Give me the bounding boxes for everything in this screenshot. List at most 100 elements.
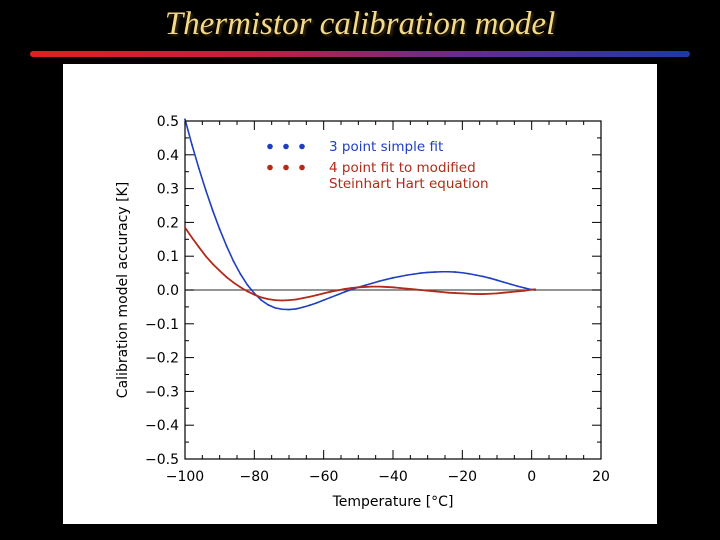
series-2-point bbox=[239, 286, 242, 289]
x-tick-label: −60 bbox=[309, 469, 339, 485]
series-2-point bbox=[433, 290, 436, 293]
y-tick-label: −0.2 bbox=[145, 351, 179, 367]
y-tick-label: 0.5 bbox=[157, 114, 179, 130]
series-2-point bbox=[530, 288, 533, 291]
legend-marker-dot bbox=[267, 143, 273, 150]
series-1-point bbox=[475, 274, 478, 277]
series-1-point bbox=[336, 293, 339, 296]
series-2-point bbox=[468, 292, 471, 295]
series-2-point bbox=[336, 289, 339, 292]
legend-marker-dot bbox=[267, 164, 273, 171]
y-tick-label: −0.4 bbox=[145, 418, 179, 434]
series-1-point bbox=[197, 167, 200, 170]
series-1-point bbox=[385, 278, 387, 281]
series-1-point bbox=[503, 281, 505, 284]
series-1-point bbox=[295, 308, 297, 310]
legend-label: 3 point simple fit bbox=[329, 139, 443, 155]
plot-panel: −100 −80 −60 −40 −20 0 20 0.5 0.4 0.3 0.2 0.1 0.0 −0.… bbox=[63, 64, 657, 524]
legend-marker-dot bbox=[299, 164, 305, 171]
series-1-point bbox=[204, 189, 207, 192]
series-2-point bbox=[426, 289, 429, 292]
series-2-point bbox=[329, 290, 332, 293]
series-1-point bbox=[523, 287, 526, 289]
series-2-point bbox=[399, 287, 401, 289]
series-1-point bbox=[308, 304, 311, 307]
calibration-chart: −100 −80 −60 −40 −20 0 20 0.5 0.4 0.3 0.2 0.1 0.0 −0.… bbox=[115, 114, 610, 510]
series-2-point bbox=[461, 292, 464, 295]
series-1-point bbox=[468, 272, 471, 275]
series-1-point bbox=[419, 272, 422, 274]
series-2-point bbox=[412, 288, 415, 291]
series-2-point bbox=[385, 286, 387, 288]
y-tick-label: 0.2 bbox=[157, 215, 179, 231]
series-2-point bbox=[523, 289, 526, 292]
y-tick-label: −0.1 bbox=[145, 317, 179, 333]
series-1-point bbox=[509, 283, 512, 286]
slide-title: Thermistor calibration model bbox=[164, 6, 556, 42]
series-2-point bbox=[503, 291, 505, 294]
series-2-point bbox=[308, 295, 311, 298]
x-tick-label: −80 bbox=[240, 469, 270, 485]
series-1-point bbox=[350, 288, 353, 291]
series-2-point bbox=[288, 299, 290, 302]
legend-marker-dot bbox=[283, 164, 289, 171]
series-2-point bbox=[534, 288, 537, 291]
series-2-point bbox=[482, 293, 485, 295]
series-1-point bbox=[371, 282, 374, 285]
series-1-point bbox=[315, 301, 318, 304]
series-1-point bbox=[405, 274, 408, 277]
legend-label: Steinhart Hart equation bbox=[329, 176, 489, 192]
series-1-point bbox=[378, 280, 381, 283]
series-1-point bbox=[516, 285, 519, 288]
series-1-point bbox=[232, 260, 235, 263]
series-2-point bbox=[496, 292, 498, 295]
y-tick-label: 0.0 bbox=[157, 283, 179, 299]
y-axis-label: Calibration model accuracy [K] bbox=[115, 182, 131, 398]
series-1-point bbox=[496, 279, 498, 282]
series-2-point bbox=[447, 291, 450, 294]
series-1-point bbox=[281, 308, 283, 311]
series-1-point bbox=[489, 277, 491, 280]
y-tick-label: −0.5 bbox=[145, 452, 179, 468]
series-2-point bbox=[218, 269, 221, 272]
series-2-point bbox=[364, 286, 367, 288]
series-1-point bbox=[274, 307, 277, 309]
x-axis-label: Temperature [°C] bbox=[332, 494, 454, 510]
series-2-point bbox=[211, 263, 214, 265]
series-1-point bbox=[399, 275, 401, 278]
x-tick-label: 0 bbox=[527, 469, 536, 485]
series-1-point bbox=[392, 276, 394, 279]
series-1-point bbox=[412, 273, 415, 276]
series-2-point bbox=[454, 292, 457, 294]
legend-label: 4 point fit to modified bbox=[329, 160, 476, 176]
series-1-point bbox=[440, 270, 443, 273]
series-layer bbox=[184, 118, 537, 311]
series-2-point bbox=[350, 287, 353, 289]
tick-layer: −100 −80 −60 −40 −20 0 20 0.5 0.4 0.3 0.2 0.1 0.0 −0.… bbox=[145, 114, 610, 485]
series-1-point bbox=[184, 118, 186, 121]
series-2-point bbox=[322, 292, 325, 295]
x-tick-label: −40 bbox=[378, 469, 408, 485]
series-2-point bbox=[343, 288, 346, 290]
series-2-point bbox=[440, 291, 443, 293]
y-tick-label: −0.3 bbox=[145, 384, 179, 400]
series-2-point bbox=[301, 297, 304, 300]
series-2-point bbox=[419, 289, 422, 291]
x-tick-label: −100 bbox=[166, 469, 204, 485]
x-tick-label: −20 bbox=[448, 469, 478, 485]
series-1-point bbox=[288, 308, 290, 311]
y-tick-label: 0.3 bbox=[157, 182, 179, 198]
series-2-point bbox=[197, 246, 200, 248]
y-tick-label: 0.1 bbox=[157, 249, 179, 265]
series-2-point bbox=[253, 293, 256, 296]
series-2-point bbox=[509, 291, 512, 293]
series-2-point bbox=[267, 298, 270, 301]
series-2-point bbox=[191, 236, 193, 239]
series-1-point bbox=[482, 275, 485, 278]
series-2-point bbox=[405, 287, 408, 290]
series-2-point bbox=[516, 290, 519, 293]
series-1-point bbox=[322, 299, 325, 302]
series-1-point bbox=[364, 284, 367, 287]
series-1-point bbox=[246, 284, 249, 286]
series-2-point bbox=[315, 294, 318, 296]
